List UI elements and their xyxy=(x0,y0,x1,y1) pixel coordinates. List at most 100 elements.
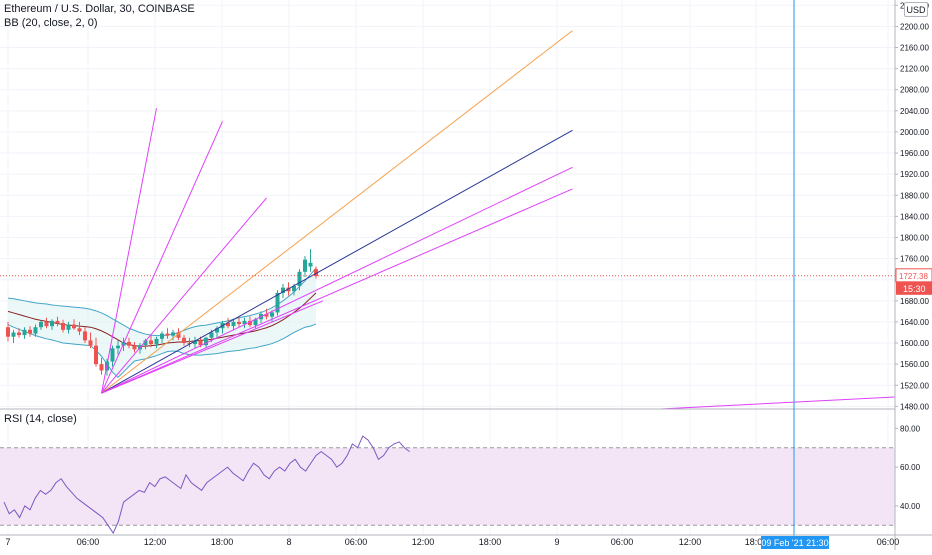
price-tick-label: 2160.00 xyxy=(900,43,929,52)
candle-body xyxy=(39,321,43,328)
time-tick-label: 06:00 xyxy=(877,537,900,547)
candle-body xyxy=(116,345,120,349)
candle xyxy=(154,336,159,349)
candle-body xyxy=(44,321,49,327)
candle-body xyxy=(22,329,27,336)
candle xyxy=(182,335,186,346)
candle xyxy=(28,326,32,337)
candle-body xyxy=(198,340,203,346)
time-tick-label: 06:00 xyxy=(611,537,634,547)
rsi-line xyxy=(3,435,410,535)
candle xyxy=(55,316,60,327)
candle xyxy=(44,317,49,329)
candle-body xyxy=(297,271,302,287)
candle-body xyxy=(33,327,38,334)
time-tick-label: 12:00 xyxy=(679,537,702,547)
candle-body xyxy=(215,328,219,333)
candle xyxy=(88,332,93,349)
price-tick-label: 1520.00 xyxy=(900,381,929,390)
candle-body xyxy=(132,345,137,350)
price-tick-label: 2040.00 xyxy=(900,107,929,116)
price-tick-label: 1840.00 xyxy=(900,212,929,221)
candle-body xyxy=(77,328,82,332)
candle xyxy=(303,255,307,278)
candle-body xyxy=(182,337,186,344)
gann-fan-line xyxy=(101,197,267,394)
candle-body xyxy=(248,320,252,326)
time-tick-label: 9 xyxy=(554,537,559,547)
candle-body xyxy=(226,322,230,327)
candle-body xyxy=(303,259,307,272)
price-tick-label: 2200.00 xyxy=(900,22,929,31)
price-tick-label: 1680.00 xyxy=(900,297,929,306)
candle-body xyxy=(281,287,285,293)
crosshair-date-box xyxy=(761,536,829,549)
candle xyxy=(193,336,197,349)
gann-fan-line xyxy=(101,121,223,394)
candle-body xyxy=(110,348,115,362)
symbol-title-legend[interactable]: Ethereum / U.S. Dollar, 30, COINBASE xyxy=(4,3,195,15)
candle-body xyxy=(231,321,236,327)
candle-body xyxy=(193,340,197,345)
bollinger-bands-legend[interactable]: BB (20, close, 2, 0) xyxy=(4,17,98,29)
countdown-box xyxy=(896,281,932,295)
candle-body xyxy=(176,332,181,338)
candle-body xyxy=(50,320,54,327)
candle xyxy=(72,319,76,330)
time-tick-label: 12:00 xyxy=(412,537,435,547)
candle-body xyxy=(88,340,93,346)
time-tick-label: 06:00 xyxy=(77,537,100,547)
candle xyxy=(297,269,302,291)
candle-body xyxy=(264,314,269,317)
gann-fan-line xyxy=(101,188,573,394)
candle-body xyxy=(270,312,274,317)
candle-body xyxy=(6,327,10,337)
rsi-tick-label: 80.00 xyxy=(900,424,921,433)
bb-lower-line xyxy=(7,323,317,379)
candle xyxy=(116,340,120,355)
gann-fan-line xyxy=(101,166,573,394)
candle xyxy=(314,266,318,279)
price-tick-label: 1760.00 xyxy=(900,255,929,264)
candle xyxy=(77,321,82,336)
trend-line xyxy=(659,396,896,410)
candle xyxy=(11,329,16,344)
candle xyxy=(242,317,247,329)
last-price-label: 1727.38 xyxy=(899,272,928,281)
time-tick-label: 12:00 xyxy=(144,537,167,547)
rsi-legend[interactable]: RSI (14, close) xyxy=(4,413,77,425)
time-tick-label: 18:00 xyxy=(745,537,768,547)
candle xyxy=(22,327,27,339)
candle-body xyxy=(61,322,65,330)
gann-fan-line xyxy=(101,129,573,394)
rsi-tick-label: 40.00 xyxy=(900,502,921,511)
candle-body xyxy=(275,292,280,313)
candle xyxy=(83,327,87,344)
price-tick-label: 1960.00 xyxy=(900,149,929,158)
candle xyxy=(215,326,219,338)
bb-basis-line xyxy=(7,292,317,347)
price-tick-label: 1640.00 xyxy=(900,318,929,327)
candle-body xyxy=(160,333,164,339)
price-tick-label: 1480.00 xyxy=(900,402,929,411)
candle xyxy=(160,331,164,344)
candle xyxy=(110,345,115,367)
candle-body xyxy=(94,345,98,365)
price-tick-label: 1600.00 xyxy=(900,339,929,348)
candle xyxy=(17,328,21,338)
candle xyxy=(308,249,313,272)
candle xyxy=(270,310,274,322)
price-tick-label: 2000.00 xyxy=(900,128,929,137)
candle-body xyxy=(72,324,76,329)
candle-body xyxy=(66,324,71,330)
candle xyxy=(149,335,153,348)
candle xyxy=(132,341,137,353)
candle xyxy=(50,319,54,330)
crosshair-date-label: 09 Feb '21 21:30 xyxy=(761,538,828,548)
rsi-band-fill xyxy=(0,447,895,526)
currency-badge[interactable]: USD xyxy=(904,2,928,17)
time-tick-label: 7 xyxy=(5,537,10,547)
candle xyxy=(127,337,131,349)
